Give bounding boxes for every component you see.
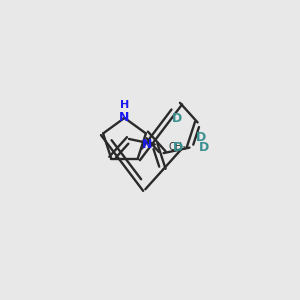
Text: N: N	[119, 111, 130, 124]
Text: CH₃: CH₃	[169, 142, 187, 152]
Text: D: D	[196, 131, 206, 144]
Text: D: D	[199, 141, 209, 154]
Text: D: D	[172, 112, 182, 125]
Text: H: H	[120, 100, 129, 110]
Text: N: N	[142, 138, 152, 151]
Text: D: D	[172, 141, 183, 154]
